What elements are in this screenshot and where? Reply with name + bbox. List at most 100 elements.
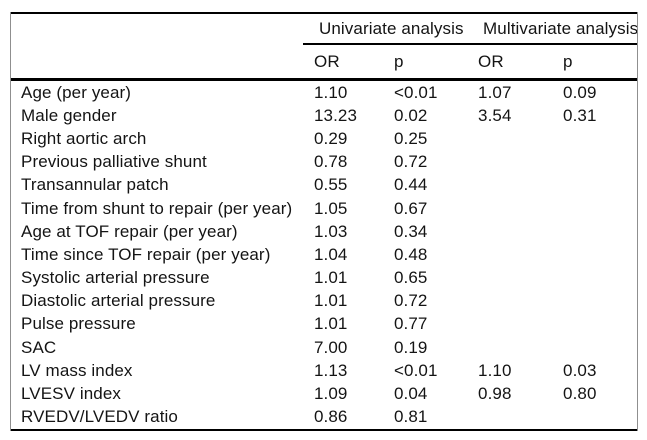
cell-multi-p (552, 174, 637, 197)
cell-multi-or (467, 243, 552, 266)
cell-multi-p (552, 406, 637, 430)
cell-uni-p: <0.01 (394, 82, 438, 102)
group-header-row: Univariate analysis Multivariate analysi… (11, 13, 637, 45)
cell-multi-or: 0.98 (478, 384, 512, 404)
row-label: Time from shunt to repair (per year) (21, 198, 293, 218)
header-spacer (11, 13, 303, 44)
table-row: Time since TOF repair (per year) 1.04 0.… (11, 243, 637, 266)
cell-multi-p (552, 336, 637, 359)
subheader-multi-or: OR (467, 44, 553, 81)
table-row: LV mass index 1.13 <0.01 1.10 0.03 (11, 359, 637, 382)
sub-header-row: OR p OR p (11, 44, 637, 81)
subheader-uni-p: p (383, 44, 468, 81)
table-row: Time from shunt to repair (per year) 1.0… (11, 197, 637, 220)
cell-multi-or (467, 336, 552, 359)
cell-uni-or: 1.01 (314, 291, 348, 311)
cell-uni-p: 0.72 (394, 291, 428, 311)
cell-multi-or: 1.10 (478, 360, 512, 380)
cell-multi-p: 0.31 (563, 105, 597, 125)
cell-multi-p: 0.09 (563, 82, 597, 102)
cell-uni-or: 0.86 (314, 407, 348, 427)
subheader-spacer (11, 44, 303, 81)
cell-multi-p (552, 197, 637, 220)
cell-uni-or: 13.23 (314, 105, 358, 125)
cell-multi-or (467, 174, 552, 197)
cell-uni-or: 1.13 (314, 360, 348, 380)
table-row: RVEDV/LVEDV ratio 0.86 0.81 (11, 406, 637, 430)
cell-uni-p: 0.72 (394, 152, 428, 172)
table-row: Previous palliative shunt 0.78 0.72 (11, 151, 637, 174)
row-label: Time since TOF repair (per year) (21, 244, 271, 264)
table-body: Age (per year) 1.10 <0.01 1.07 0.09 Male… (11, 80, 637, 430)
cell-uni-p: 0.77 (394, 314, 428, 334)
cell-uni-p: 0.81 (394, 407, 428, 427)
table-row: Right aortic arch 0.29 0.25 (11, 127, 637, 150)
row-label: SAC (21, 337, 57, 357)
analysis-table: Univariate analysis Multivariate analysi… (11, 12, 637, 431)
row-label: Previous palliative shunt (21, 152, 207, 172)
table-row: Age (per year) 1.10 <0.01 1.07 0.09 (11, 80, 637, 105)
cell-multi-or (467, 151, 552, 174)
cell-uni-p: 0.19 (394, 337, 428, 357)
cell-uni-or: 1.05 (314, 198, 348, 218)
cell-uni-p: <0.01 (394, 360, 438, 380)
cell-uni-or: 0.55 (314, 175, 348, 195)
cell-uni-p: 0.04 (394, 384, 428, 404)
table-row: Transannular patch 0.55 0.44 (11, 174, 637, 197)
cell-multi-p (552, 127, 637, 150)
cell-multi-or (467, 127, 552, 150)
row-label: RVEDV/LVEDV ratio (21, 407, 178, 427)
cell-multi-p: 0.80 (563, 384, 597, 404)
cell-uni-or: 1.03 (314, 221, 348, 241)
table-row: Diastolic arterial pressure 1.01 0.72 (11, 290, 637, 313)
row-label: Right aortic arch (21, 128, 147, 148)
cell-multi-or (467, 406, 552, 430)
table-row: Male gender 13.23 0.02 3.54 0.31 (11, 104, 637, 127)
cell-multi-or (467, 197, 552, 220)
group-header-multivariate: Multivariate analysis (467, 13, 637, 45)
cell-multi-or (467, 267, 552, 290)
table-row: LVESV index 1.09 0.04 0.98 0.80 (11, 382, 637, 405)
row-label: Male gender (21, 105, 117, 125)
cell-uni-or: 1.01 (314, 314, 348, 334)
cell-uni-p: 0.65 (394, 268, 428, 288)
subheader-uni-or: OR (303, 44, 383, 81)
cell-uni-p: 0.34 (394, 221, 428, 241)
cell-multi-or (467, 313, 552, 336)
cell-multi-p (552, 220, 637, 243)
cell-uni-p: 0.02 (394, 105, 428, 125)
subheader-multi-p: p (552, 44, 637, 81)
row-label: Pulse pressure (21, 314, 136, 334)
cell-multi-p (552, 290, 637, 313)
cell-uni-or: 0.29 (314, 128, 348, 148)
cell-uni-or: 0.78 (314, 152, 348, 172)
table-row: Pulse pressure 1.01 0.77 (11, 313, 637, 336)
table-header: Univariate analysis Multivariate analysi… (11, 13, 637, 81)
cell-multi-or (467, 220, 552, 243)
cell-uni-p: 0.25 (394, 128, 428, 148)
cell-multi-p (552, 243, 637, 266)
cell-uni-or: 1.09 (314, 384, 348, 404)
cell-multi-p (552, 151, 637, 174)
cell-uni-p: 0.44 (394, 175, 428, 195)
cell-uni-p: 0.67 (394, 198, 428, 218)
cell-uni-or: 1.04 (314, 244, 348, 264)
cell-multi-p (552, 313, 637, 336)
table-row: Systolic arterial pressure 1.01 0.65 (11, 267, 637, 290)
cell-multi-or: 3.54 (478, 105, 512, 125)
cell-multi-p (552, 267, 637, 290)
row-label: Diastolic arterial pressure (21, 291, 216, 311)
row-label: Age at TOF repair (per year) (21, 221, 238, 241)
cell-multi-p: 0.03 (563, 360, 597, 380)
group-header-univariate: Univariate analysis (303, 13, 468, 45)
row-label: LV mass index (21, 360, 133, 380)
row-label: Age (per year) (21, 82, 132, 102)
table-row: Age at TOF repair (per year) 1.03 0.34 (11, 220, 637, 243)
row-label: Systolic arterial pressure (21, 268, 210, 288)
cell-uni-p: 0.48 (394, 244, 428, 264)
row-label: LVESV index (21, 384, 122, 404)
table-row: SAC 7.00 0.19 (11, 336, 637, 359)
cell-uni-or: 1.01 (314, 268, 348, 288)
cell-uni-or: 7.00 (314, 337, 348, 357)
